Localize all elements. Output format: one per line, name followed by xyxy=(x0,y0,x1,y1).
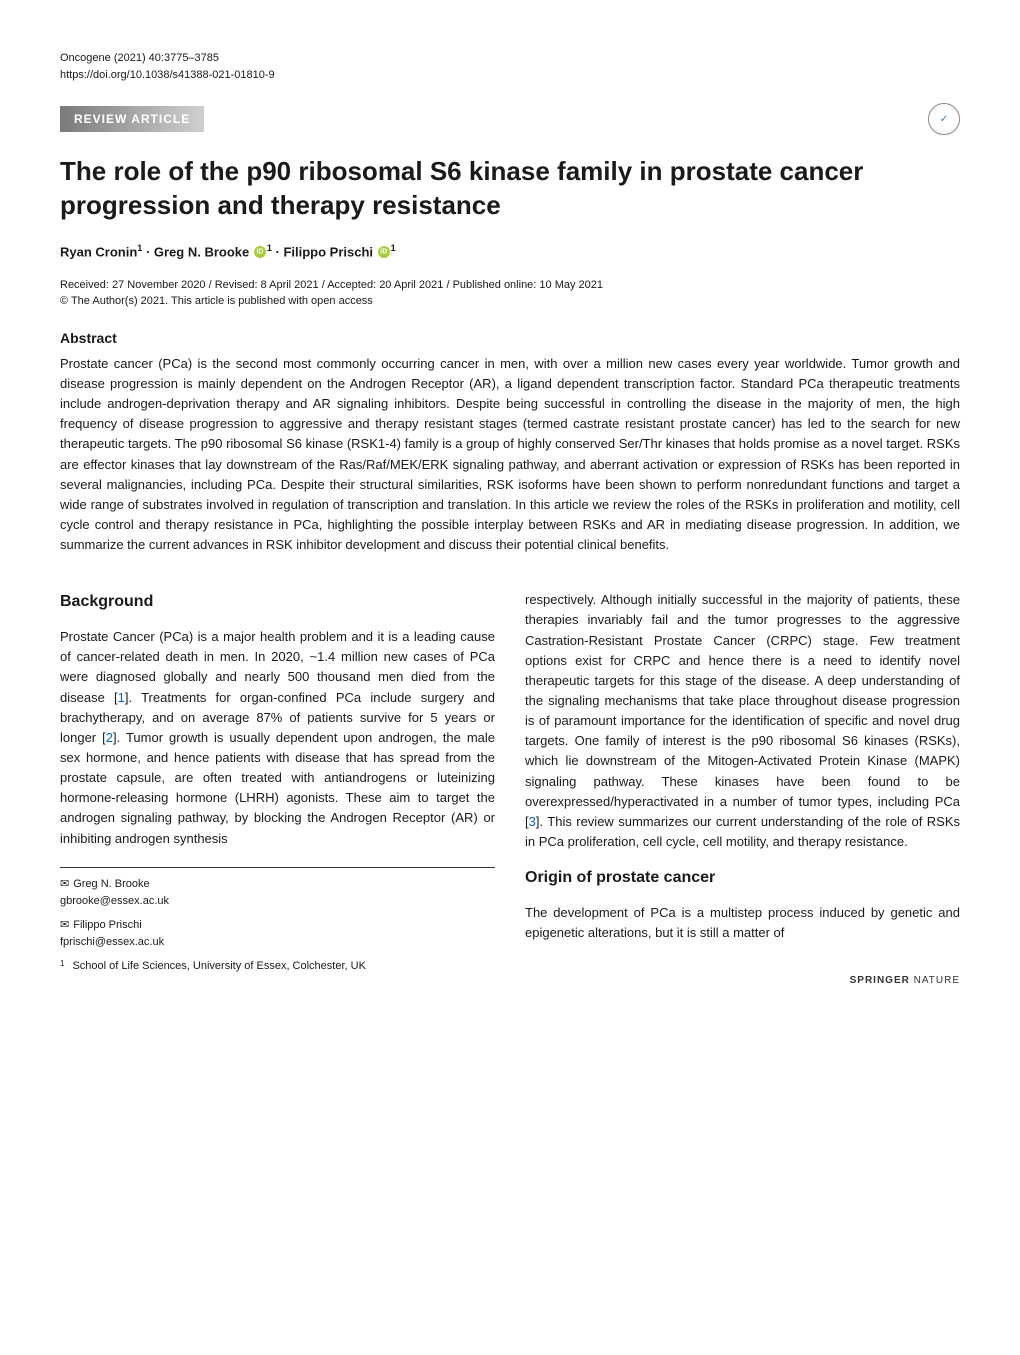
orcid-icon[interactable] xyxy=(378,246,390,258)
author-separator: · xyxy=(146,244,154,259)
corr-author-name: Greg N. Brooke xyxy=(73,878,149,890)
corr-author-email[interactable]: gbrooke@essex.ac.uk xyxy=(60,895,169,907)
background-paragraph-cont: respectively. Although initially success… xyxy=(525,590,960,852)
author-name: Greg N. Brooke xyxy=(154,244,249,259)
body-text: respectively. Although initially success… xyxy=(525,592,960,829)
left-column: Background Prostate Cancer (PCa) is a ma… xyxy=(60,590,495,988)
envelope-icon xyxy=(60,919,73,931)
corresponding-author: Filippo Prischi fprischi@essex.ac.uk xyxy=(60,917,495,952)
section-heading-background: Background xyxy=(60,590,495,615)
citation-link[interactable]: 1 xyxy=(118,690,125,705)
copyright-line: © The Author(s) 2021. This article is pu… xyxy=(60,293,960,310)
orcid-icon[interactable] xyxy=(254,246,266,258)
affiliation: 1 School of Life Sciences, University of… xyxy=(60,958,495,975)
dates-line: Received: 27 November 2020 / Revised: 8 … xyxy=(60,277,960,294)
background-paragraph: Prostate Cancer (PCa) is a major health … xyxy=(60,627,495,849)
section-heading-origin: Origin of prostate cancer xyxy=(525,866,960,891)
citation-link[interactable]: 3 xyxy=(529,814,536,829)
corr-author-name: Filippo Prischi xyxy=(73,919,141,931)
author-affil-ref: 1 xyxy=(267,243,272,253)
author-affil-ref: 1 xyxy=(137,243,142,253)
abstract-text: Prostate cancer (PCa) is the second most… xyxy=(60,354,960,555)
right-column: respectively. Although initially success… xyxy=(525,590,960,988)
publisher-logo: SPRINGER NATURE xyxy=(525,973,960,989)
article-type-badge: REVIEW ARTICLE xyxy=(60,106,204,132)
citation-link[interactable]: 2 xyxy=(106,730,113,745)
corr-author-email[interactable]: fprischi@essex.ac.uk xyxy=(60,936,164,948)
check-updates-icon[interactable] xyxy=(928,103,960,135)
type-badge-row: REVIEW ARTICLE xyxy=(60,103,960,135)
body-text: ]. Tumor growth is usually dependent upo… xyxy=(60,730,495,846)
doi[interactable]: https://doi.org/10.1038/s41388-021-01810… xyxy=(60,67,960,84)
journal-meta: Oncogene (2021) 40:3775–3785 https://doi… xyxy=(60,50,960,83)
corresponding-author: Greg N. Brooke gbrooke@essex.ac.uk xyxy=(60,876,495,911)
article-title: The role of the p90 ribosomal S6 kinase … xyxy=(60,155,960,223)
body-text: ]. This review summarizes our current un… xyxy=(525,814,960,849)
correspondence-block: Greg N. Brooke gbrooke@essex.ac.uk Filip… xyxy=(60,867,495,975)
author-affil-ref: 1 xyxy=(391,243,396,253)
body-columns: Background Prostate Cancer (PCa) is a ma… xyxy=(60,590,960,988)
envelope-icon xyxy=(60,878,73,890)
author-list: Ryan Cronin1 · Greg N. Brooke 1 · Filipp… xyxy=(60,243,960,259)
affil-number: 1 xyxy=(60,958,64,975)
author-name: Filippo Prischi xyxy=(283,244,373,259)
publisher-springer: SPRINGER xyxy=(850,975,910,986)
publisher-nature: NATURE xyxy=(910,975,960,986)
publication-dates: Received: 27 November 2020 / Revised: 8 … xyxy=(60,277,960,310)
abstract-heading: Abstract xyxy=(60,330,960,346)
origin-paragraph: The development of PCa is a multistep pr… xyxy=(525,903,960,943)
author-name: Ryan Cronin xyxy=(60,244,137,259)
affil-text: School of Life Sciences, University of E… xyxy=(72,958,365,975)
journal-citation: Oncogene (2021) 40:3775–3785 xyxy=(60,50,960,67)
